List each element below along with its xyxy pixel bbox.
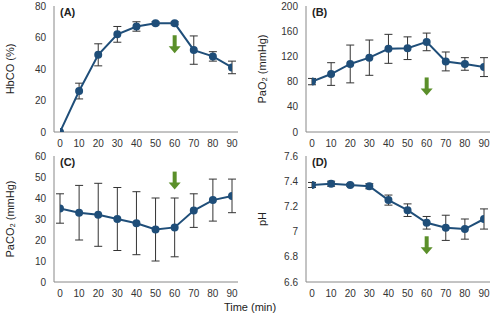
svg-text:70: 70 xyxy=(440,288,452,299)
svg-text:0: 0 xyxy=(309,138,315,149)
svg-text:80: 80 xyxy=(287,76,299,87)
svg-text:70: 70 xyxy=(188,138,200,149)
svg-text:0: 0 xyxy=(40,127,46,138)
svg-text:40: 40 xyxy=(35,193,47,204)
svg-text:7.6: 7.6 xyxy=(284,151,298,162)
svg-text:0: 0 xyxy=(57,288,63,299)
svg-text:70: 70 xyxy=(440,138,452,149)
svg-text:0: 0 xyxy=(57,138,63,149)
svg-text:10: 10 xyxy=(326,288,338,299)
svg-text:20: 20 xyxy=(35,235,47,246)
svg-text:90: 90 xyxy=(226,138,238,149)
svg-text:10: 10 xyxy=(35,256,47,267)
svg-text:6.8: 6.8 xyxy=(284,251,298,262)
svg-text:7: 7 xyxy=(292,226,298,237)
svg-text:60: 60 xyxy=(169,288,181,299)
svg-text:90: 90 xyxy=(478,288,490,299)
svg-text:0: 0 xyxy=(309,288,315,299)
svg-text:80: 80 xyxy=(207,138,219,149)
svg-text:60: 60 xyxy=(35,32,47,43)
svg-text:40: 40 xyxy=(131,138,143,149)
svg-text:60: 60 xyxy=(421,288,433,299)
svg-text:60: 60 xyxy=(169,138,181,149)
svg-text:7.2: 7.2 xyxy=(284,201,298,212)
html-text:(A): (A) xyxy=(60,6,76,18)
svg-text:70: 70 xyxy=(188,288,200,299)
svg-text:0: 0 xyxy=(292,127,298,138)
svg-text:40: 40 xyxy=(131,288,143,299)
svg-text:40: 40 xyxy=(383,288,395,299)
html-text:(C): (C) xyxy=(60,156,76,168)
svg-text:20: 20 xyxy=(93,288,105,299)
svg-text:0: 0 xyxy=(40,277,46,288)
svg-text:30: 30 xyxy=(364,138,376,149)
svg-text:80: 80 xyxy=(35,1,47,12)
svg-text:120: 120 xyxy=(281,51,298,62)
svg-text:PaO₂ (mmHg): PaO₂ (mmHg) xyxy=(256,34,268,103)
svg-text:20: 20 xyxy=(35,95,47,106)
svg-text:50: 50 xyxy=(402,288,414,299)
svg-text:10: 10 xyxy=(74,288,86,299)
svg-text:50: 50 xyxy=(150,288,162,299)
svg-text:80: 80 xyxy=(459,138,471,149)
svg-text:50: 50 xyxy=(402,138,414,149)
svg-text:40: 40 xyxy=(35,64,47,75)
svg-text:80: 80 xyxy=(459,288,471,299)
svg-text:30: 30 xyxy=(112,288,124,299)
svg-text:60: 60 xyxy=(421,138,433,149)
svg-text:20: 20 xyxy=(93,138,105,149)
svg-text:90: 90 xyxy=(226,288,238,299)
html-text:Time (min): Time (min) xyxy=(223,301,277,313)
svg-text:20: 20 xyxy=(345,288,357,299)
svg-text:pH: pH xyxy=(256,212,268,226)
html-text:(D): (D) xyxy=(312,156,328,168)
svg-text:10: 10 xyxy=(74,138,86,149)
svg-text:HbCO (%): HbCO (%) xyxy=(8,44,16,95)
svg-text:30: 30 xyxy=(35,214,47,225)
svg-text:30: 30 xyxy=(364,288,376,299)
svg-text:40: 40 xyxy=(287,101,299,112)
svg-text:80: 80 xyxy=(207,288,219,299)
svg-text:PaCO₂ (mmHg): PaCO₂ (mmHg) xyxy=(8,181,16,258)
svg-text:50: 50 xyxy=(150,138,162,149)
svg-text:20: 20 xyxy=(345,138,357,149)
svg-text:30: 30 xyxy=(112,138,124,149)
svg-text:6.6: 6.6 xyxy=(284,277,298,288)
svg-text:90: 90 xyxy=(478,138,490,149)
html-text:(B): (B) xyxy=(312,6,328,18)
svg-text:200: 200 xyxy=(281,1,298,12)
svg-text:160: 160 xyxy=(281,26,298,37)
svg-text:50: 50 xyxy=(35,172,47,183)
svg-text:10: 10 xyxy=(326,138,338,149)
svg-text:40: 40 xyxy=(383,138,395,149)
svg-text:7.4: 7.4 xyxy=(284,176,298,187)
svg-text:60: 60 xyxy=(35,151,47,162)
